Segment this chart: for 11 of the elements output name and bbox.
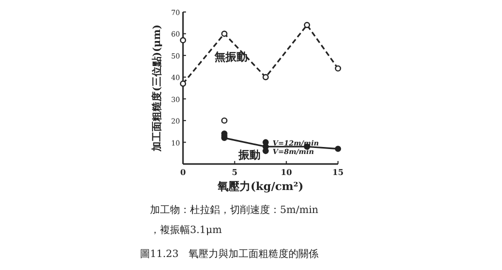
- text: 加工物：杜拉鋁，切削速度：5m/min: [150, 204, 319, 216]
- y-axis-title: 加工面粗糙度(三位點)(μm): [151, 24, 163, 152]
- x-axis-title: 氧壓力(kg/cm²): [216, 180, 304, 193]
- series-label: 無振動: [213, 50, 248, 64]
- x-tick-label: 5: [232, 167, 238, 177]
- series-label: 振動: [238, 148, 261, 162]
- text: 圖11.23 氧壓力與加工面粗糙度的關係: [140, 248, 319, 260]
- x-tick-label: 15: [332, 167, 344, 177]
- x-tick-label: 10: [280, 167, 292, 177]
- text: ，複振幅3.1μm: [150, 224, 222, 236]
- x-tick-label: 0: [180, 167, 186, 177]
